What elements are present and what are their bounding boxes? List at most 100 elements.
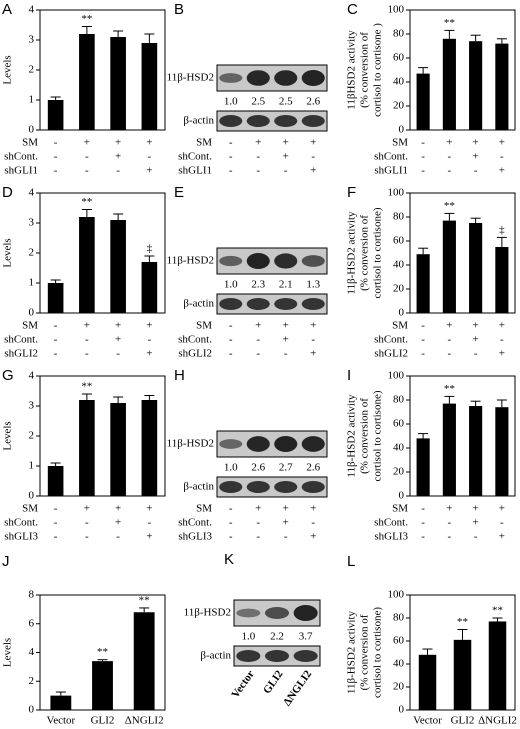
y-tick-label: 20 [393, 681, 405, 693]
condition-sign: - [421, 503, 425, 515]
condition-sign: - [229, 334, 233, 346]
plot-frame [409, 9, 516, 131]
band-label: 11β-HSD2 [184, 607, 231, 619]
error-bar [144, 33, 155, 43]
condition-sign: - [311, 334, 315, 346]
y-tick-label: 60 [393, 635, 405, 647]
condition-label: shGLI1 [178, 165, 212, 177]
y-tick-label: 2 [29, 430, 35, 442]
actin-band [264, 650, 290, 662]
y-axis-label: Levels [2, 421, 14, 450]
y-axis-label: (% conversion of [359, 614, 371, 690]
condition-sign: - [85, 517, 89, 529]
y-tick-label: 1 [29, 94, 35, 106]
y-tick-label: 0 [399, 124, 405, 136]
bar [79, 34, 95, 130]
condition-label: SM [196, 503, 212, 515]
condition-sign: - [229, 503, 233, 515]
significance-mark: ** [97, 646, 108, 658]
blot-band [219, 255, 243, 267]
actin-band [246, 481, 270, 493]
ratio-label: 2.3 [251, 279, 265, 291]
condition-sign: + [473, 517, 479, 529]
condition-sign: - [54, 320, 58, 332]
bar [92, 661, 113, 710]
condition-sign: - [256, 517, 260, 529]
condition-sign: + [146, 320, 152, 332]
condition-label: shGLI1 [374, 165, 408, 177]
condition-sign: - [284, 531, 288, 543]
condition-sign: + [283, 137, 289, 149]
y-axis-label: Levels [2, 55, 14, 84]
error-bar [418, 433, 429, 439]
ratio-label: 1.0 [224, 96, 238, 108]
y-axis-label: (% conversion of [359, 398, 371, 474]
condition-sign: - [116, 531, 120, 543]
y-tick-label: 80 [393, 211, 405, 223]
error-bar [139, 607, 150, 613]
condition-sign: + [310, 320, 316, 332]
actin-band [274, 115, 298, 127]
blot-band [274, 436, 298, 452]
blot-strip [216, 476, 328, 498]
y-tick-label: 80 [393, 28, 405, 40]
actin-band [246, 115, 270, 127]
bar [110, 37, 126, 130]
condition-sign: - [148, 334, 152, 346]
condition-sign: + [473, 137, 479, 149]
band-label: 11β-HSD2 [167, 438, 214, 450]
condition-sign: + [446, 137, 452, 149]
condition-sign: - [229, 320, 233, 332]
condition-sign: + [146, 531, 152, 543]
condition-sign: - [448, 151, 452, 163]
blot-band [246, 436, 270, 452]
panel-letter: K [224, 551, 234, 568]
condition-sign: - [421, 334, 425, 346]
actin-band [301, 481, 325, 493]
condition-sign: - [85, 151, 89, 163]
condition-sign: - [500, 151, 504, 163]
condition-label: shGLI2 [178, 348, 212, 360]
condition-label: shCont. [374, 517, 408, 529]
condition-sign: + [146, 503, 152, 515]
y-axis-label: Levels [2, 638, 14, 667]
condition-label: SM [392, 320, 408, 332]
y-tick-label: 1 [29, 460, 35, 472]
condition-sign: - [54, 348, 58, 360]
error-bar [50, 279, 61, 283]
error-bar [496, 236, 507, 247]
panel-letter: E [174, 184, 184, 201]
y-tick-label: 60 [393, 52, 405, 64]
condition-sign: + [146, 137, 152, 149]
bar [442, 220, 456, 313]
condition-sign: - [421, 151, 425, 163]
condition-sign: - [229, 517, 233, 529]
band-label: 11β-HSD2 [167, 255, 214, 267]
condition-label: shCont. [178, 334, 212, 346]
panel-letter: L [347, 553, 355, 570]
error-bar [470, 400, 481, 406]
condition-sign: - [311, 517, 315, 529]
band-label: β-actin [183, 115, 214, 127]
condition-sign: - [256, 334, 260, 346]
y-tick-label: 100 [388, 4, 405, 16]
condition-sign: + [499, 165, 505, 177]
error-bar [113, 213, 124, 220]
condition-label: SM [22, 320, 38, 332]
y-axis-label: cortisol to cortisone) [372, 607, 384, 698]
bar [47, 100, 64, 130]
condition-sign: - [421, 348, 425, 360]
blot-band [301, 70, 325, 86]
blot-strip [216, 110, 328, 132]
condition-sign: - [148, 517, 152, 529]
condition-sign: + [84, 503, 90, 515]
condition-sign: + [473, 320, 479, 332]
y-tick-label: 3 [29, 34, 35, 46]
band-label: 11β-HSD2 [167, 72, 214, 84]
condition-sign: - [421, 137, 425, 149]
significance-mark: ** [444, 17, 455, 29]
y-tick-label: 100 [388, 187, 405, 199]
condition-label: shGLI3 [4, 531, 38, 543]
bar [79, 217, 95, 313]
